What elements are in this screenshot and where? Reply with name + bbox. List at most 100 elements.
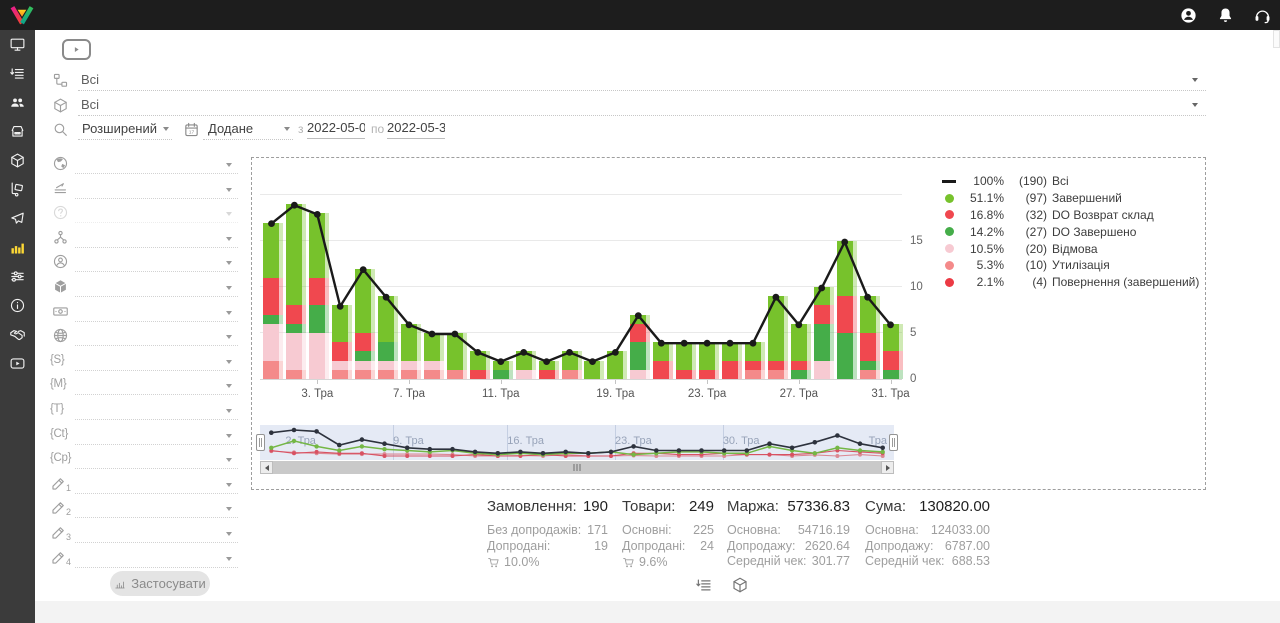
filter-select-tag-s[interactable]: {S} <box>35 350 245 374</box>
date-field-select[interactable]: Додане <box>203 119 293 140</box>
filter-select-tag-cp[interactable]: {Cp} <box>35 448 245 472</box>
apply-button[interactable]: Застосувати <box>110 571 210 596</box>
stacked-bar-27. Тра[interactable] <box>790 323 807 379</box>
filter-select-person-circle[interactable] <box>35 251 245 275</box>
filter-select-banknote[interactable] <box>35 301 245 325</box>
sidebar-item-video[interactable] <box>0 349 35 378</box>
bar-segment <box>286 323 303 334</box>
legend-item[interactable]: 51.1% (97) Завершений <box>941 190 1199 207</box>
stacked-bar-8. Тра[interactable] <box>423 333 440 379</box>
sidebar-item-analytics[interactable] <box>0 233 35 262</box>
sidebar-item-info[interactable] <box>0 291 35 320</box>
sidebar-item-orders[interactable] <box>0 59 35 88</box>
sidebar-item-store[interactable] <box>0 117 35 146</box>
stacked-bar-10. Тра[interactable] <box>469 351 486 379</box>
stacked-bar-19. Тра[interactable] <box>607 351 624 379</box>
legend-item[interactable]: 5.3% (10) Утилізація <box>941 257 1199 274</box>
filter-select-ruler[interactable] <box>35 178 245 202</box>
user-button[interactable] <box>1179 6 1198 25</box>
product-select[interactable]: Всі <box>78 95 1206 116</box>
topbar-icons <box>1179 0 1272 30</box>
bar-segment <box>767 369 784 379</box>
filter-select-tag-t[interactable]: {T} <box>35 399 245 423</box>
sidebar-item-campaigns[interactable] <box>0 204 35 233</box>
list-view-toggle[interactable] <box>695 575 715 595</box>
scrollbar-grip[interactable] <box>573 464 581 471</box>
filter-select-pencil-4[interactable]: 4 <box>35 547 245 571</box>
legend-item[interactable]: 10.5% (20) Відмова <box>941 240 1199 257</box>
stacked-bar-30. Тра[interactable] <box>859 296 876 379</box>
stacked-bar-22. Тра[interactable] <box>676 342 693 379</box>
scroll-right-button[interactable] <box>881 461 894 474</box>
stacked-bar-7. Тра[interactable] <box>401 323 418 379</box>
stat-row: Допродані: 24 <box>622 538 714 553</box>
video-tutorial-button[interactable] <box>62 39 91 60</box>
stacked-bar-12. Тра[interactable] <box>515 351 532 379</box>
filter-select-network[interactable] <box>35 227 245 251</box>
stacked-bar-1. Тра[interactable] <box>263 222 280 379</box>
filter-select-tag-m[interactable]: {M} <box>35 374 245 398</box>
sidebar-item-sliders[interactable] <box>0 262 35 291</box>
stacked-bar-24. Тра[interactable] <box>722 342 739 379</box>
filter-select-pencil-1[interactable]: 1 <box>35 473 245 497</box>
headset-button[interactable] <box>1253 6 1272 25</box>
chart-navigator[interactable]: Тра 30. Тра 23. Тра 16. Тра 9. Тра 2. Тра <box>256 425 898 460</box>
stacked-bar-9. Тра[interactable] <box>446 333 463 379</box>
stacked-bar-6. Тра[interactable] <box>378 296 395 379</box>
legend-item[interactable]: 100% (190) Всі <box>941 173 1199 190</box>
chart-legend: 100% (190) Всі 51.1% (97) Завершений 16.8% (32)… <box>941 173 1199 291</box>
legend-item[interactable]: 16.8% (32) DO Возврат склад <box>941 207 1199 224</box>
sidebar-item-handshake[interactable] <box>0 320 35 349</box>
filter-select-sphere[interactable] <box>35 325 245 349</box>
stacked-bar-17. Тра[interactable] <box>584 360 601 379</box>
group-select[interactable]: Всі <box>78 70 1206 91</box>
navigator-handle-left[interactable] <box>256 434 265 451</box>
date-to-input[interactable] <box>387 119 445 139</box>
stacked-bar-16. Тра[interactable] <box>561 351 578 379</box>
stacked-bar-4. Тра[interactable] <box>332 305 349 379</box>
chevron-down-icon <box>226 507 232 512</box>
line-swatch <box>942 180 956 183</box>
sidebar-item-dolly[interactable] <box>0 175 35 204</box>
stacked-bar-29. Тра[interactable] <box>836 241 853 379</box>
stacked-bar-5. Тра[interactable] <box>355 268 372 379</box>
stacked-bar-28. Тра[interactable] <box>813 287 830 379</box>
legend-item[interactable]: 2.1% (4) Повернення (завершений) <box>941 274 1199 291</box>
stacked-bar-23. Тра[interactable] <box>699 342 716 379</box>
date-from-input[interactable] <box>307 119 365 139</box>
stacked-bar-3. Тра[interactable] <box>309 213 326 379</box>
stacked-bar-26. Тра[interactable] <box>767 296 784 379</box>
bar-segment <box>469 369 486 379</box>
scroll-left-button[interactable] <box>260 461 273 474</box>
pencil-icon <box>50 549 67 566</box>
legend-item[interactable]: 14.2% (27) DO Завершено <box>941 223 1199 240</box>
bar-segment <box>767 296 784 361</box>
navigator-selection[interactable] <box>260 425 894 460</box>
filter-select-tag-ct[interactable]: {Ct} <box>35 424 245 448</box>
filter-select-help[interactable] <box>35 202 245 226</box>
product-view-toggle[interactable] <box>731 575 751 595</box>
chart-hscrollbar[interactable] <box>260 461 894 474</box>
filter-select-globe-earth[interactable] <box>35 153 245 177</box>
sidebar-item-monitor[interactable] <box>0 30 35 59</box>
navigator-handle-right[interactable] <box>889 434 898 451</box>
sidebar-item-package[interactable] <box>0 146 35 175</box>
app-logo[interactable] <box>6 2 38 28</box>
stacked-bar-21. Тра[interactable] <box>653 342 670 379</box>
help-icon <box>52 204 69 221</box>
stacked-bar-2. Тра[interactable] <box>286 204 303 379</box>
stacked-bar-31. Тра[interactable] <box>882 323 899 379</box>
sidebar-item-people[interactable] <box>0 88 35 117</box>
x-tick-label: 19. Тра <box>596 388 635 400</box>
stacked-bar-13. Тра[interactable] <box>538 360 555 379</box>
stacked-bar-25. Тра[interactable] <box>744 342 761 379</box>
search-mode-select[interactable]: Розширений <box>78 119 172 140</box>
stacked-bar-20. Тра[interactable] <box>630 314 647 379</box>
stacked-bar-11. Тра[interactable] <box>492 360 509 379</box>
filter-select-pencil-3[interactable]: 3 <box>35 522 245 546</box>
bar-segment <box>722 342 739 361</box>
bell-button[interactable] <box>1216 6 1235 25</box>
filter-select-cube-solid[interactable] <box>35 276 245 300</box>
vertical-scrollbar-thumb[interactable] <box>1273 30 1280 48</box>
filter-select-pencil-2[interactable]: 2 <box>35 497 245 521</box>
